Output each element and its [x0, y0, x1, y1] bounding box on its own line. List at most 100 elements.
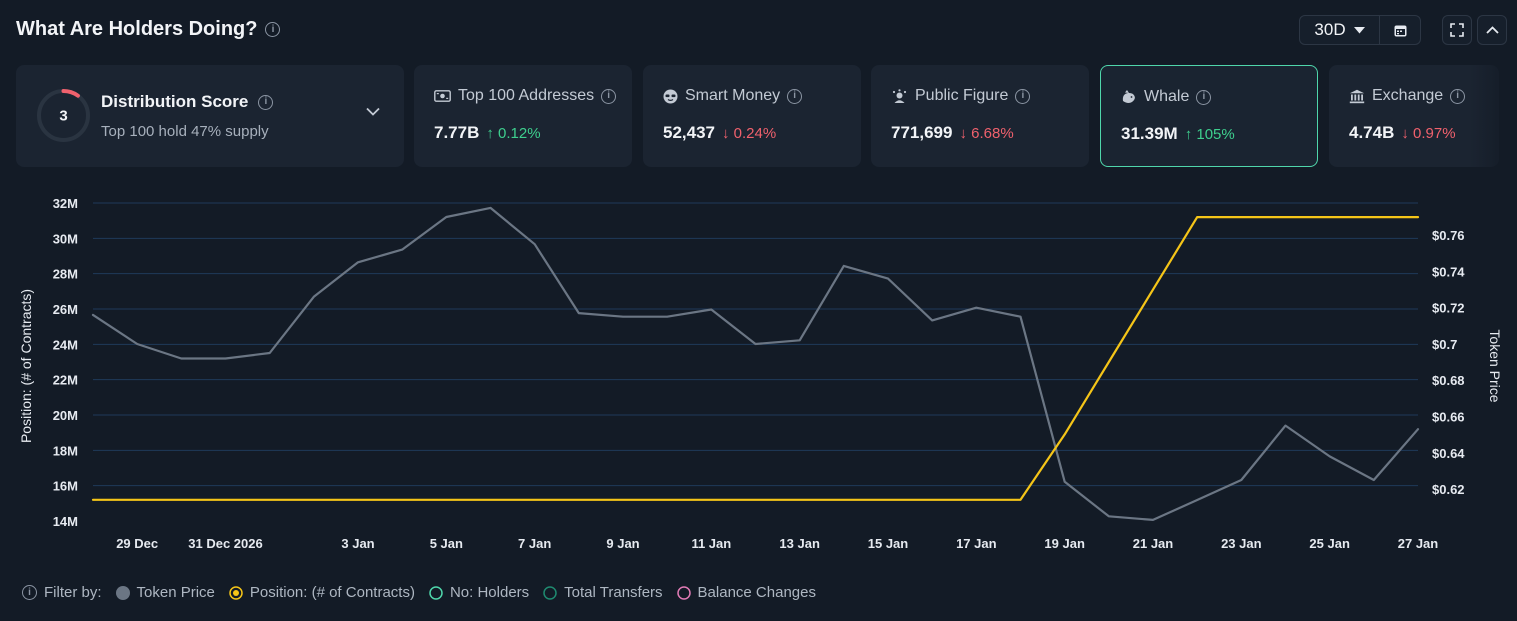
calendar-button[interactable]	[1380, 24, 1420, 37]
range-dropdown[interactable]: 30D	[1300, 16, 1380, 44]
left-tick-label: 14M	[53, 514, 78, 529]
info-icon[interactable]: i	[601, 88, 617, 104]
legend-item-holders[interactable]: No: Holders	[429, 584, 529, 601]
left-tick-label: 24M	[53, 337, 78, 352]
cash-icon	[434, 90, 451, 102]
smart-money-icon	[663, 89, 678, 103]
left-tick-label: 26M	[53, 302, 78, 317]
chart-legend: i Filter by: Token Price Position: (# of…	[22, 584, 830, 601]
distribution-score-card[interactable]: 3 Distribution Score i Top 100 hold 47% …	[16, 65, 404, 167]
card-whale[interactable]: Whale i 31.39M ↑ 105%	[1100, 65, 1318, 167]
calendar-icon	[1394, 25, 1406, 36]
legend-swatch-total-transfers	[543, 585, 557, 600]
left-axis-ticks: 14M 16M 18M 20M 22M 24M 26M 28M 30M 32M	[53, 196, 78, 529]
x-tick-label: 27 Jan	[1398, 536, 1439, 551]
info-icon[interactable]: i	[258, 94, 274, 110]
fullscreen-button[interactable]	[1442, 15, 1472, 45]
card-change: ↑ 105%	[1184, 126, 1235, 143]
distribution-score-value: 3	[59, 108, 67, 125]
legend-item-total-transfers[interactable]: Total Transfers	[543, 584, 663, 601]
x-tick-label: 15 Jan	[868, 536, 909, 551]
x-tick-label: 7 Jan	[518, 536, 551, 551]
filter-label-text: Filter by:	[44, 584, 102, 601]
card-change: ↓ 0.97%	[1401, 125, 1456, 142]
info-icon[interactable]: i	[1450, 88, 1466, 104]
right-axis-label: Token Price	[1487, 329, 1503, 402]
distribution-score-title-text: Distribution Score	[101, 92, 249, 111]
right-tick-label: $0.7	[1432, 337, 1457, 352]
right-tick-label: $0.76	[1432, 228, 1465, 243]
caret-down-icon	[1353, 26, 1365, 33]
legend-label: No: Holders	[449, 584, 530, 601]
legend-swatch-token-price	[115, 585, 130, 600]
section-title: What Are Holders Doing? i	[16, 18, 281, 41]
card-public-figure[interactable]: Public Figure i 771,699 ↓ 6.68%	[871, 65, 1089, 167]
position-line	[91, 216, 1420, 501]
public-figure-icon	[892, 88, 907, 103]
right-tick-label: $0.72	[1432, 301, 1465, 316]
card-label: Smart Money	[685, 87, 781, 104]
x-tick-label: 17 Jan	[956, 536, 997, 551]
card-label: Exchange	[1372, 87, 1444, 104]
collapse-button[interactable]	[1477, 15, 1507, 45]
fullscreen-icon	[1450, 23, 1464, 37]
distribution-score-ring: 3	[37, 89, 90, 142]
card-label: Top 100 Addresses	[458, 87, 595, 104]
legend-swatch-holders	[429, 585, 443, 600]
legend-item-position[interactable]: Position: (# of Contracts)	[229, 584, 415, 601]
card-change: ↑ 0.12%	[486, 125, 541, 142]
distribution-score-arc	[37, 89, 90, 142]
right-tick-label: $0.68	[1432, 373, 1465, 388]
whale-icon	[1122, 90, 1135, 104]
right-axis-ticks: $0.62 $0.64 $0.66 $0.68 $0.7 $0.72 $0.74 $0.76	[1432, 228, 1465, 497]
left-tick-label: 30M	[53, 231, 78, 246]
x-tick-label: 29 Dec	[116, 536, 158, 551]
bank-icon	[1349, 89, 1365, 103]
token-price-line	[91, 206, 1420, 522]
right-tick-label: $0.62	[1432, 482, 1465, 497]
left-axis-label: Position: (# of Contracts)	[18, 289, 34, 443]
legend-label: Total Transfers	[564, 584, 663, 601]
info-icon[interactable]: i	[787, 88, 803, 104]
range-selector[interactable]: 30D	[1299, 15, 1421, 45]
card-value: 31.39M	[1121, 124, 1178, 143]
x-tick-label: 19 Jan	[1044, 536, 1085, 551]
chart-grid	[93, 202, 1418, 487]
card-change: ↓ 6.68%	[959, 125, 1014, 142]
left-tick-label: 20M	[53, 408, 78, 423]
x-tick-label: 13 Jan	[779, 536, 820, 551]
info-icon[interactable]: i	[1196, 89, 1212, 105]
card-label: Public Figure	[915, 87, 1009, 104]
card-top-100-addresses[interactable]: Top 100 Addresses i 7.77B ↑ 0.12%	[414, 65, 632, 167]
x-tick-label: 5 Jan	[430, 536, 463, 551]
distribution-score-subtitle: Top 100 hold 47% supply	[101, 123, 269, 140]
legend-item-token-price[interactable]: Token Price	[115, 584, 215, 601]
right-tick-label: $0.66	[1432, 410, 1465, 425]
card-value: 4.74B	[1349, 123, 1395, 142]
card-value: 7.77B	[434, 123, 480, 142]
section-title-text: What Are Holders Doing?	[16, 18, 258, 40]
legend-swatch-balance-changes	[676, 585, 691, 600]
x-tick-label: 21 Jan	[1133, 536, 1174, 551]
x-tick-label: 11 Jan	[691, 536, 731, 551]
left-tick-label: 28M	[53, 267, 78, 282]
left-tick-label: 18M	[53, 443, 78, 458]
card-change: ↓ 0.24%	[722, 125, 777, 142]
card-label: Whale	[1144, 88, 1190, 105]
chevron-down-icon[interactable]	[366, 107, 380, 116]
distribution-score-title: Distribution Score i	[101, 92, 274, 112]
x-axis-ticks: 29 Dec 31 Dec 2026 3 Jan 5 Jan 7 Jan 9 Jan 11 …	[116, 536, 1438, 551]
legend-label: Token Price	[136, 584, 215, 601]
left-tick-label: 16M	[53, 479, 78, 494]
info-icon[interactable]: i	[265, 22, 281, 37]
legend-label: Position: (# of Contracts)	[249, 584, 415, 601]
info-icon[interactable]: i	[1015, 88, 1031, 104]
filter-label: i Filter by:	[22, 584, 102, 601]
left-tick-label: 32M	[53, 196, 78, 211]
legend-item-balance-changes[interactable]: Balance Changes	[676, 584, 816, 601]
card-smart-money[interactable]: Smart Money i 52,437 ↓ 0.24%	[643, 65, 861, 167]
x-tick-label: 3 Jan	[341, 536, 374, 551]
right-tick-label: $0.64	[1432, 446, 1465, 461]
x-tick-label: 23 Jan	[1221, 536, 1262, 551]
legend-swatch-position	[229, 585, 243, 600]
